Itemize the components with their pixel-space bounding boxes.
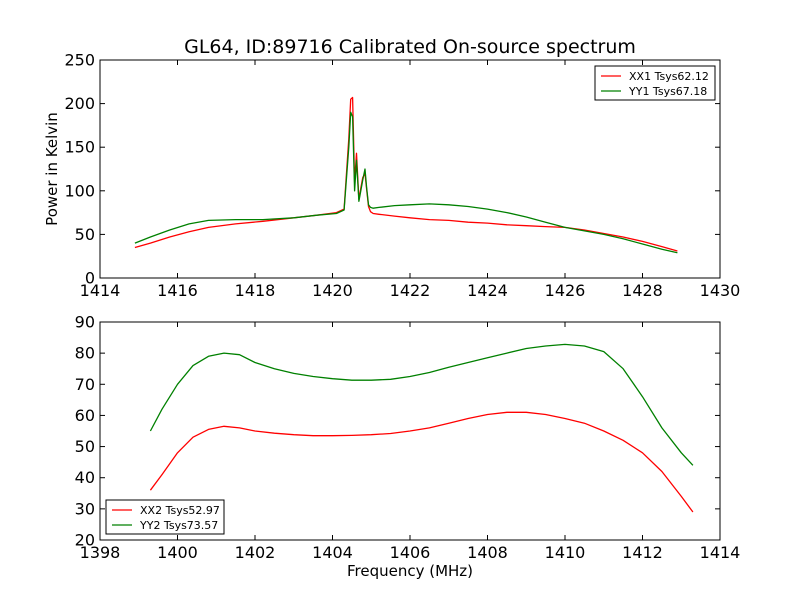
- chart-1-ylabel: Power in Kelvin: [43, 112, 61, 226]
- chart-1-xtick-label-9: 1430: [700, 281, 741, 300]
- chart-2-xlabel: Frequency (MHz): [347, 562, 473, 580]
- chart-2-ytick-label-1: 20: [75, 531, 95, 550]
- chart-1-xtick-label-8: 1428: [622, 281, 663, 300]
- chart-2-legend: XX2 Tsys52.97 YY2 Tsys73.57: [105, 499, 225, 535]
- chart-2-ytick-label-5: 60: [75, 406, 95, 425]
- chart-1-ytick-label-3: 100: [64, 181, 95, 200]
- chart-2-xtick-label-4: 1404: [312, 543, 353, 562]
- chart-2-ytick-label-6: 70: [75, 375, 95, 394]
- chart-1-xtick-label-6: 1424: [467, 281, 508, 300]
- chart-2-xtick-label-7: 1410: [545, 543, 586, 562]
- chart-1-xtick-label-1: 1414: [80, 281, 121, 300]
- chart-2-series-line-2: [149, 343, 694, 466]
- chart-1-xtick-label-3: 1418: [235, 281, 276, 300]
- chart-1-legend-label-2: YY1 Tsys67.18: [628, 85, 707, 98]
- chart-1-xtick-label-2: 1416: [157, 281, 198, 300]
- chart-2-xtick-label-6: 1408: [467, 543, 508, 562]
- chart-1-ytick-label-4: 150: [64, 138, 95, 157]
- chart-2-ytick-label-8: 90: [75, 313, 95, 332]
- chart-1-ytick-label-5: 200: [64, 94, 95, 113]
- chart-1-series-line-2: [134, 111, 678, 254]
- chart-2-xtick-label-2: 1400: [157, 543, 198, 562]
- chart-1-legend-box: [594, 65, 716, 101]
- chart-2-ytick-label-4: 50: [75, 437, 95, 456]
- chart-2-xtick-label-5: 1406: [390, 543, 431, 562]
- chart-2-ytick-label-3: 40: [75, 468, 95, 487]
- chart-1-ytick-label-6: 250: [64, 51, 95, 70]
- chart-2-legend-label-1: XX2 Tsys52.97: [140, 504, 220, 517]
- chart-1-xtick-label-7: 1426: [545, 281, 586, 300]
- chart-1-ytick-label-2: 50: [75, 225, 95, 244]
- chart-2: 1398 1400 1402 1404 1406 1408 1410 1412 1414 20 30…: [75, 313, 741, 581]
- chart-2-legend-label-2: YY2 Tsys73.57: [139, 519, 218, 532]
- chart-2-xtick-label-8: 1412: [622, 543, 663, 562]
- chart-1-xtick-label-4: 1420: [312, 281, 353, 300]
- chart-1-legend-label-1: XX1 Tsys62.12: [629, 70, 709, 83]
- chart-2-xtick-label-1: 1398: [80, 543, 121, 562]
- chart-2-series-line-1: [149, 411, 694, 513]
- chart-1-series-line-1: [134, 96, 678, 252]
- chart-1-ytick-label-1: 0: [85, 269, 95, 288]
- chart-1-xtick-label-5: 1422: [390, 281, 431, 300]
- chart-1: 1414 1416 1418 1420 1422 1424 1426 1428 1430 0 50 1…: [43, 51, 740, 301]
- chart-2-xtick-label-9: 1414: [700, 543, 741, 562]
- chart-2-ytick-label-7: 80: [75, 344, 95, 363]
- chart-2-xtick-label-3: 1402: [235, 543, 276, 562]
- chart-title: GL64, ID:89716 Calibrated On-source spec…: [184, 36, 636, 58]
- chart-1-legend: XX1 Tsys62.12 YY1 Tsys67.18: [594, 65, 716, 101]
- chart-2-ytick-label-2: 30: [75, 499, 95, 518]
- chart-2-legend-box: [105, 499, 225, 535]
